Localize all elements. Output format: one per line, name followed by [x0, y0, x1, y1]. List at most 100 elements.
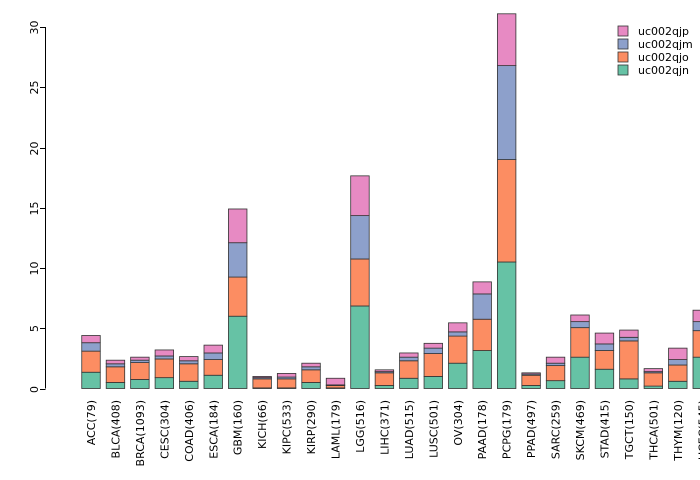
bar-uc002qjn-6: [228, 315, 248, 389]
bar-uc002qjm-9: [301, 366, 321, 371]
bar-uc002qjn-19: [545, 380, 566, 389]
bar-uc002qjn-9: [301, 382, 321, 389]
x-tick-label: BLCA(408): [109, 400, 122, 458]
x-tick-label: THCA(501): [647, 400, 660, 461]
x-tick-label: KICH(66): [256, 400, 269, 449]
x-tick-label: LIHC(371): [378, 400, 391, 455]
bar-uc002qjm-16: [472, 293, 492, 320]
bar-uc002qjn-0: [81, 371, 101, 389]
bar-uc002qjm-25: [692, 321, 700, 332]
y-tick-label: 10: [28, 262, 41, 276]
bar-uc002qjn-2: [130, 379, 150, 389]
y-tick-label: 30: [28, 21, 41, 35]
bar-uc002qjn-12: [374, 385, 395, 389]
bar-uc002qjo-18: [521, 374, 541, 386]
bar-uc002qjo-6: [228, 276, 248, 317]
bar-uc002qjn-4: [179, 380, 199, 389]
bar-uc002qjn-24: [668, 380, 688, 389]
bar-uc002qjp-4: [179, 356, 199, 362]
x-tick-label: LAML(179): [330, 400, 343, 459]
x-tick-label: KIPC(533): [281, 400, 294, 454]
bar-uc002qjn-22: [619, 378, 639, 389]
bar-uc002qjo-5: [203, 359, 223, 376]
legend-swatch-uc002qjn: [617, 64, 629, 76]
bar-uc002qjp-25: [692, 309, 700, 323]
bar-uc002qjo-20: [570, 327, 590, 358]
y-tick-label: 15: [28, 202, 41, 216]
x-tick-label: BRCA(1093): [134, 400, 147, 466]
bar-uc002qjo-1: [105, 366, 126, 383]
bar-uc002qjm-15: [448, 331, 468, 337]
bar-uc002qjm-21: [594, 343, 615, 351]
legend-label: uc002qjm: [638, 38, 693, 51]
bar-uc002qjo-21: [594, 350, 615, 370]
bar-uc002qjm-24: [668, 359, 688, 366]
bar-uc002qjn-3: [154, 377, 175, 389]
bar-uc002qjo-9: [301, 369, 321, 383]
x-tick-label: PPAD(497): [525, 400, 538, 458]
legend-swatch-uc002qjo: [617, 51, 629, 63]
bar-uc002qjo-16: [472, 318, 492, 351]
bar-uc002qjo-3: [154, 358, 175, 379]
bar-uc002qjm-5: [203, 352, 223, 360]
bar-uc002qjp-22: [619, 329, 639, 338]
bar-uc002qjp-9: [301, 362, 321, 368]
bar-uc002qjp-10: [325, 377, 346, 386]
bar-uc002qjp-6: [228, 208, 248, 244]
x-tick-label: STAD(415): [598, 400, 611, 458]
bar-uc002qjn-15: [448, 362, 468, 389]
bar-uc002qjm-17: [496, 65, 517, 160]
bar-uc002qjm-6: [228, 242, 248, 278]
x-tick-label: COAD(406): [183, 400, 196, 462]
x-tick-label: SARC(259): [550, 400, 563, 459]
x-tick-label: ESCA(184): [207, 400, 220, 459]
legend-label: uc002qjn: [638, 64, 689, 77]
x-tick-label: PCPG(179): [501, 400, 514, 459]
y-tick-label: 25: [28, 81, 41, 95]
bar-uc002qjn-11: [350, 305, 370, 389]
bar-uc002qjp-15: [448, 322, 468, 333]
bar-uc002qjp-1: [105, 359, 126, 365]
bar-uc002qjm-22: [619, 336, 639, 342]
bar-uc002qjp-0: [81, 335, 101, 344]
legend-swatch-uc002qjp: [617, 25, 629, 37]
x-tick-label: LGG(516): [354, 400, 367, 453]
bar-uc002qjp-14: [423, 342, 443, 349]
bar-uc002qjm-1: [105, 363, 126, 368]
x-tick-label: THYM(120): [672, 400, 685, 462]
bar-uc002qjn-18: [521, 385, 541, 389]
x-tick-label: ACC(79): [85, 400, 98, 445]
bar-uc002qjo-13: [399, 360, 419, 379]
bar-uc002qjm-4: [179, 360, 199, 365]
bar-uc002qjp-18: [521, 372, 541, 375]
bar-uc002qjm-13: [399, 356, 419, 362]
bar-uc002qjm-11: [350, 215, 370, 260]
bar-uc002qjp-8: [276, 373, 297, 378]
bar-uc002qjo-4: [179, 363, 199, 382]
bar-uc002qjp-21: [594, 332, 615, 345]
bars-group: [81, 13, 700, 389]
bar-uc002qjp-13: [399, 352, 419, 358]
bar-uc002qjn-25: [692, 356, 700, 389]
bar-uc002qjo-23: [643, 372, 663, 387]
bar-uc002qjm-3: [154, 355, 175, 360]
legend-label: uc002qjp: [638, 25, 689, 38]
bar-uc002qjp-5: [203, 344, 223, 354]
bar-uc002qjp-7: [252, 376, 272, 379]
bar-uc002qjo-17: [496, 159, 517, 263]
bar-uc002qjo-12: [374, 372, 395, 386]
bar-uc002qjp-11: [350, 175, 370, 217]
bar-uc002qjp-17: [496, 13, 517, 67]
x-tick-label: UCEC(545): [696, 400, 700, 460]
bar-uc002qjn-5: [203, 374, 223, 389]
bar-uc002qjp-20: [570, 314, 590, 323]
x-tick-label: TGCT(150): [623, 400, 636, 460]
bar-uc002qjn-16: [472, 350, 492, 389]
bar-uc002qjo-14: [423, 353, 443, 377]
y-tick-label: 0: [28, 386, 41, 393]
x-tick-label: GBM(160): [232, 400, 245, 455]
bar-uc002qjo-8: [276, 378, 297, 389]
bar-uc002qjm-14: [423, 347, 443, 354]
